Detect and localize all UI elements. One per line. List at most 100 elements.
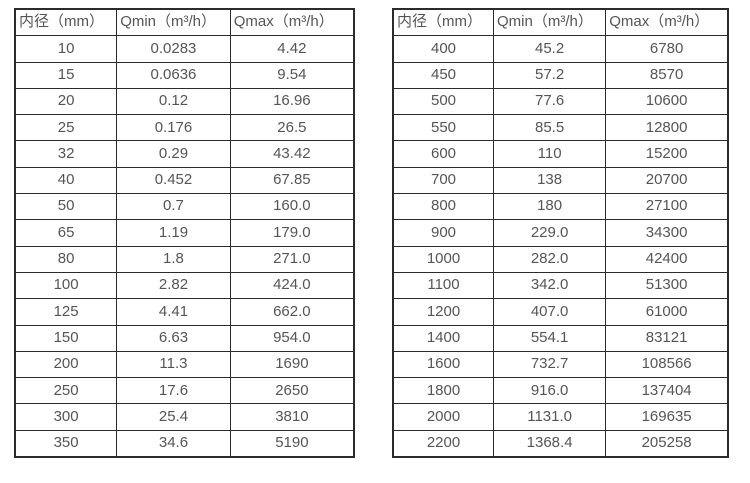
- table-cell: 554.1: [492, 324, 607, 352]
- table-row: 20 0.12 16.96: [14, 87, 355, 116]
- table-row: 200 11.3 1690: [14, 350, 355, 379]
- table-cell: 662.0: [229, 298, 355, 326]
- table-cell: 12800: [605, 114, 729, 142]
- table-row: 2000 1131.0 169635: [392, 403, 729, 431]
- table-cell: 0.452: [116, 166, 231, 195]
- table-cell: 61000: [605, 298, 729, 326]
- table-cell: 1800: [392, 377, 494, 405]
- table-cell: 160.0: [229, 193, 355, 221]
- table-cell: 500: [392, 87, 494, 116]
- small-diameter-flow-table: 内径（mm） Qmin（m³/h） Qmax（m³/h） 10 0.0283 4.4…: [14, 8, 355, 459]
- table-row: 32 0.29 43.42: [14, 140, 355, 168]
- table-cell: 32: [14, 140, 118, 168]
- table-cell: 11.3: [116, 350, 231, 379]
- table-cell: 200: [14, 350, 118, 379]
- table-row: 350 34.6 5190: [14, 429, 355, 458]
- table-cell: 1600: [392, 350, 494, 379]
- table-cell: 108566: [605, 350, 729, 379]
- table-cell: 57.2: [492, 61, 607, 89]
- table-cell: 916.0: [492, 377, 607, 405]
- table-cell: 0.29: [116, 140, 231, 168]
- table-cell: 6.63: [116, 324, 231, 352]
- table-cell: 800: [392, 193, 494, 221]
- table-row: 250 17.6 2650: [14, 377, 355, 405]
- table-cell: 1400: [392, 324, 494, 352]
- table-cell: 25: [14, 114, 118, 142]
- table-cell: 179.0: [229, 219, 355, 247]
- table-cell: 2000: [392, 403, 494, 431]
- header-qmax: Qmax（m³/h）: [229, 8, 355, 37]
- table-cell: 4.41: [116, 298, 231, 326]
- table-cell: 10: [14, 35, 118, 63]
- table-cell: 1000: [392, 245, 494, 273]
- table-cell: 26.5: [229, 114, 355, 142]
- table-cell: 67.85: [229, 166, 355, 195]
- table-row: 100 2.82 424.0: [14, 271, 355, 300]
- table-cell: 45.2: [492, 35, 607, 63]
- table-cell: 4.42: [229, 35, 355, 63]
- table-cell: 900: [392, 219, 494, 247]
- table-row: 15 0.0636 9.54: [14, 61, 355, 89]
- table-cell: 550: [392, 114, 494, 142]
- table-cell: 17.6: [116, 377, 231, 405]
- table-row: 500 77.6 10600: [392, 87, 729, 116]
- table-cell: 34300: [605, 219, 729, 247]
- table-cell: 700: [392, 166, 494, 195]
- table-cell: 0.12: [116, 87, 231, 116]
- header-inner-diameter: 内径（mm）: [14, 8, 118, 37]
- table-cell: 137404: [605, 377, 729, 405]
- table-cell: 43.42: [229, 140, 355, 168]
- table-cell: 342.0: [492, 271, 607, 300]
- table-cell: 1100: [392, 271, 494, 300]
- table-row: 40 0.452 67.85: [14, 166, 355, 195]
- table-row: 1400 554.1 83121: [392, 324, 729, 352]
- table-row: 800 180 27100: [392, 193, 729, 221]
- table-cell: 1.8: [116, 245, 231, 273]
- table-cell: 1.19: [116, 219, 231, 247]
- table-row: 80 1.8 271.0: [14, 245, 355, 273]
- table-cell: 0.7: [116, 193, 231, 221]
- table-cell: 15200: [605, 140, 729, 168]
- table-header-row: 内径（mm） Qmin（m³/h） Qmax（m³/h）: [392, 8, 729, 37]
- table-cell: 34.6: [116, 429, 231, 458]
- header-inner-diameter: 内径（mm）: [392, 8, 494, 37]
- table-row: 25 0.176 26.5: [14, 114, 355, 142]
- table-cell: 20700: [605, 166, 729, 195]
- table-cell: 169635: [605, 403, 729, 431]
- table-cell: 350: [14, 429, 118, 458]
- table-cell: 2.82: [116, 271, 231, 300]
- table-cell: 2650: [229, 377, 355, 405]
- table-row: 1200 407.0 61000: [392, 298, 729, 326]
- table-cell: 77.6: [492, 87, 607, 116]
- table-cell: 100: [14, 271, 118, 300]
- table-cell: 954.0: [229, 324, 355, 352]
- table-cell: 180: [492, 193, 607, 221]
- table-cell: 250: [14, 377, 118, 405]
- table-row: 700 138 20700: [392, 166, 729, 195]
- table-cell: 6780: [605, 35, 729, 63]
- table-cell: 16.96: [229, 87, 355, 116]
- table-cell: 3810: [229, 403, 355, 431]
- header-qmin: Qmin（m³/h）: [116, 8, 231, 37]
- table-cell: 407.0: [492, 298, 607, 326]
- table-cell: 80: [14, 245, 118, 273]
- table-row: 300 25.4 3810: [14, 403, 355, 431]
- table-cell: 1200: [392, 298, 494, 326]
- table-cell: 282.0: [492, 245, 607, 273]
- table-cell: 450: [392, 61, 494, 89]
- table-row: 1100 342.0 51300: [392, 271, 729, 300]
- table-cell: 1690: [229, 350, 355, 379]
- table-cell: 15: [14, 61, 118, 89]
- table-cell: 1368.4: [492, 429, 607, 458]
- table-row: 450 57.2 8570: [392, 61, 729, 89]
- table-row: 10 0.0283 4.42: [14, 35, 355, 63]
- table-cell: 0.0636: [116, 61, 231, 89]
- table-cell: 732.7: [492, 350, 607, 379]
- header-qmin: Qmin（m³/h）: [492, 8, 607, 37]
- table-cell: 150: [14, 324, 118, 352]
- table-row: 2200 1368.4 205258: [392, 429, 729, 458]
- table-cell: 0.0283: [116, 35, 231, 63]
- table-cell: 229.0: [492, 219, 607, 247]
- table-cell: 65: [14, 219, 118, 247]
- table-cell: 5190: [229, 429, 355, 458]
